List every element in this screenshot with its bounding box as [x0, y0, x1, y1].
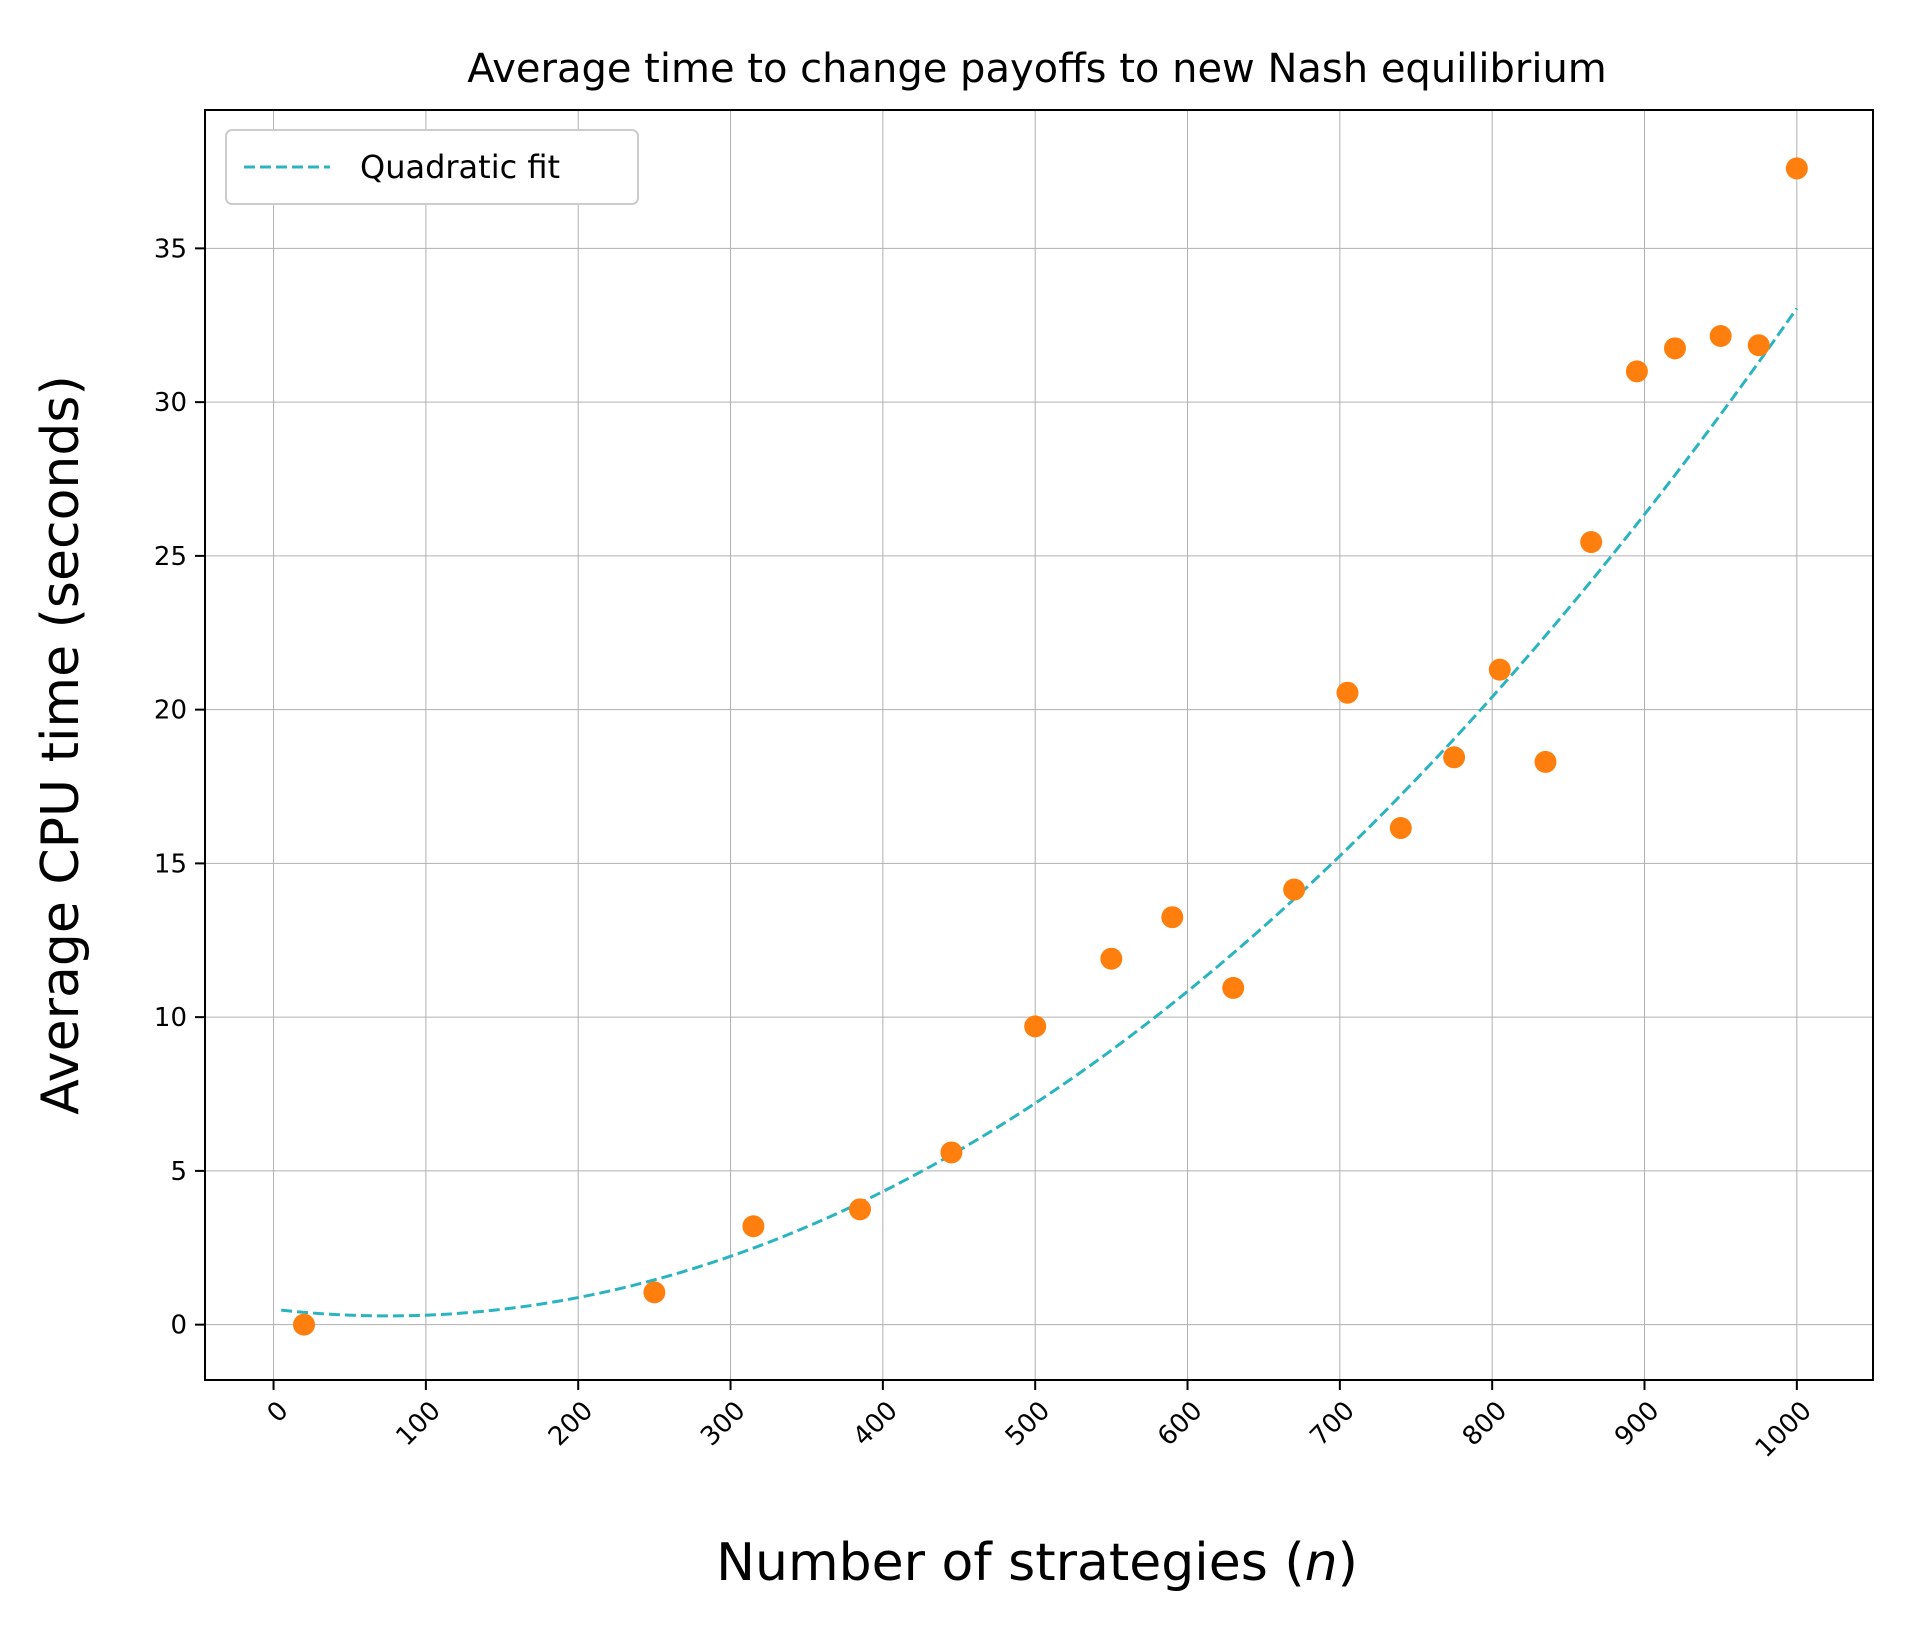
data-point [1625, 360, 1648, 383]
data-point [1663, 337, 1686, 360]
legend-label-quadratic-fit: Quadratic fit [360, 148, 560, 186]
data-point [1100, 947, 1123, 970]
data-point [1336, 681, 1359, 704]
plot-area-frame [204, 109, 1874, 1381]
data-point [293, 1313, 316, 1336]
data-point [1709, 325, 1732, 348]
x-axis-label: Number of strategies (n) [716, 1533, 1358, 1593]
data-point [1785, 157, 1808, 180]
data-point [1161, 906, 1184, 929]
x-axis-label-close: ) [1338, 1533, 1358, 1593]
data-point [1488, 658, 1511, 681]
y-axis-label: Average CPU time (seconds) [31, 375, 91, 1114]
data-point [1580, 531, 1603, 554]
chart-title: Average time to change payoffs to new Na… [467, 46, 1607, 92]
data-point [1443, 746, 1466, 769]
y-axis-ticks: 0 5 10 15 20 25 30 35 [154, 234, 205, 1341]
y-tick-label: 25 [154, 542, 187, 572]
x-axis-label-variable: n [1305, 1533, 1338, 1593]
x-axis-label-text: Number of strategies ( [716, 1533, 1305, 1593]
fit-curve-layer [281, 307, 1799, 1318]
data-point [1534, 750, 1557, 773]
data-point [1389, 817, 1412, 840]
data-point [849, 1198, 872, 1221]
data-point [742, 1215, 765, 1238]
data-point [940, 1141, 963, 1164]
data-point [1283, 878, 1306, 901]
quadratic-fit-line [281, 307, 1799, 1318]
y-tick-label: 10 [154, 1003, 187, 1033]
y-tick-label: 5 [170, 1157, 187, 1187]
y-tick-label: 0 [170, 1311, 187, 1341]
data-point [1747, 334, 1770, 357]
y-tick-label: 15 [154, 849, 187, 879]
legend: Quadratic fit [225, 129, 639, 205]
y-tick-label: 35 [154, 234, 187, 264]
y-tick-label: 30 [154, 388, 187, 418]
data-point [1024, 1015, 1047, 1038]
y-tick-label: 20 [154, 696, 187, 726]
scatter-points [293, 157, 1808, 1336]
data-point [643, 1281, 666, 1304]
legend-box [225, 129, 639, 205]
data-point [1222, 976, 1245, 999]
